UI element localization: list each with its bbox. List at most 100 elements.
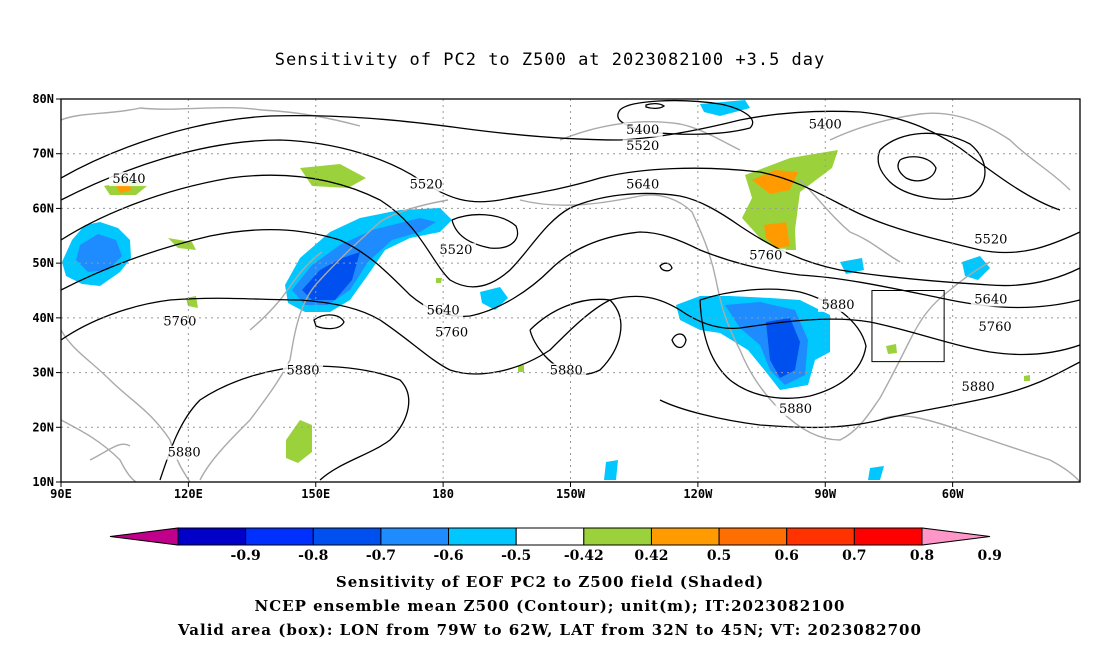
contour-label: 5880 [821,298,854,313]
contour-label: 5520 [626,139,659,154]
shade-pos-hudson-core2 [764,222,790,248]
lon-tick-label: 120E [174,487,203,501]
contour-label-bg [970,292,1011,307]
shade-pos-pacific-sub [286,420,312,463]
contour-label: 5520 [974,232,1007,247]
contour-label: 5760 [749,249,782,264]
lat-tick-label: 30N [32,366,54,380]
colorbar-label: 0.5 [707,548,731,564]
longitude-axis: 90E 120E 150E 180 150W 120W 90W 60W [50,482,964,501]
colorbar-label: -0.9 [231,548,261,564]
contour-label-bg [958,379,999,394]
colorbar-arrow-left [109,527,179,546]
contour-label-bg [406,177,447,192]
contour-label-bg [622,122,663,137]
colorbar-segment [380,527,450,546]
colorbar-label: 0.9 [977,548,1001,564]
colorbar-label: -0.42 [564,548,604,564]
lon-tick-label: 150W [556,487,586,501]
contour-label: 5520 [410,178,443,193]
contour-label: 5880 [550,364,583,379]
colorbar-label: 0.42 [634,548,668,564]
coastlines [61,107,1080,482]
colorbar-arrow-right [921,527,991,546]
shade-neg-pacific-core [302,252,360,300]
contour-label: 5880 [962,380,995,395]
contour-label: 5760 [435,325,468,340]
lat-tick-label: 80N [32,92,54,106]
lat-lon-grid [61,99,1080,482]
shade-pos-china [186,296,198,308]
contour-label-bg [775,401,816,416]
colorbar-label: -0.6 [433,548,463,564]
lon-tick-label: 90E [50,487,72,501]
shade-neg-asia-core [76,234,122,272]
contour-label: 5400 [626,123,659,138]
colorbar-segment [786,527,855,546]
lon-tick-label: 150E [301,487,330,501]
latitude-axis: 80N 70N 60N 50N 40N 30N 20N 10N [32,92,61,489]
contour-label-bg [745,248,786,263]
shade-neg-atlantic-small [840,258,864,274]
contour-label: 5640 [112,172,145,187]
colorbar-segment [245,527,314,546]
lon-tick-label: 90W [814,487,836,501]
shade-pos-small2 [886,344,897,354]
contour-label-bg [622,177,663,192]
colorbar-segment [177,527,247,546]
shade-pos-mongolia [168,238,196,250]
contour-label: 5760 [163,314,196,329]
shade-neg-atlantic [962,256,990,280]
contour-label-bg [435,243,476,258]
colorbar-segment [853,527,923,546]
colorbar: -0.9 -0.8 -0.7 -0.6 -0.5 -0.42 0.42 0.5 0.6 0.7 0.… [109,527,1002,564]
contour-label: 5760 [979,320,1012,335]
contour-label: 5880 [168,446,201,461]
contour-label-bg [283,363,324,378]
colorbar-segment [312,527,382,546]
caption-line-3: Valid area (box): LON from 79W to 62W, L… [178,621,922,639]
shade-neg-small6 [868,466,884,480]
contour-label-bg [817,297,858,312]
z500-contours [61,99,1080,481]
colorbar-label: 0.8 [910,548,934,564]
shade-pos-small4 [518,365,524,372]
contour-label-bg [622,139,663,154]
colorbar-segment [583,527,652,546]
contour-label-bg [164,445,205,460]
chart-title: Sensitivity of PC2 to Z500 at 2023082100… [274,50,826,70]
contour-label-bg [108,172,149,187]
colorbar-segment [515,527,585,546]
colorbar-label: -0.5 [501,548,531,564]
colorbar-segment [650,527,720,546]
colorbar-label: 0.7 [842,548,866,564]
shade-pos-small3 [1024,375,1030,381]
lat-tick-label: 50N [32,256,54,270]
shade-neg-namerica-core [766,318,800,378]
shade-neg-dateline [480,287,508,310]
lat-tick-label: 40N [32,311,54,325]
shade-pos-okhotsk [300,164,366,188]
lat-tick-label: 20N [32,420,54,434]
contour-label-bg [431,325,472,340]
contour-label: 5640 [626,178,659,193]
shade-pos-hudson-core [752,170,798,194]
caption-line-1: Sensitivity of EOF PC2 to Z500 field (Sh… [335,573,765,591]
contour-label: 5520 [439,243,472,258]
sensitivity-shading [62,100,1030,480]
contour-label-layer: 5640 552054005520564054005520564057605760… [108,117,1016,461]
shade-neg-arctic [700,100,750,116]
shade-pos-hudson [742,150,838,250]
colorbar-segment [448,527,517,546]
contour-label-bg [970,232,1011,247]
lat-tick-label: 60N [32,201,54,215]
colorbar-label: -0.8 [298,548,328,564]
contour-label-bg [546,363,587,378]
lat-tick-label: 70N [32,147,54,161]
lon-tick-label: 120W [683,487,713,501]
colorbar-label: 0.6 [775,548,799,564]
shade-pos-small1 [436,278,442,283]
contour-label-bg [975,319,1016,334]
lon-tick-label: 180 [432,487,454,501]
